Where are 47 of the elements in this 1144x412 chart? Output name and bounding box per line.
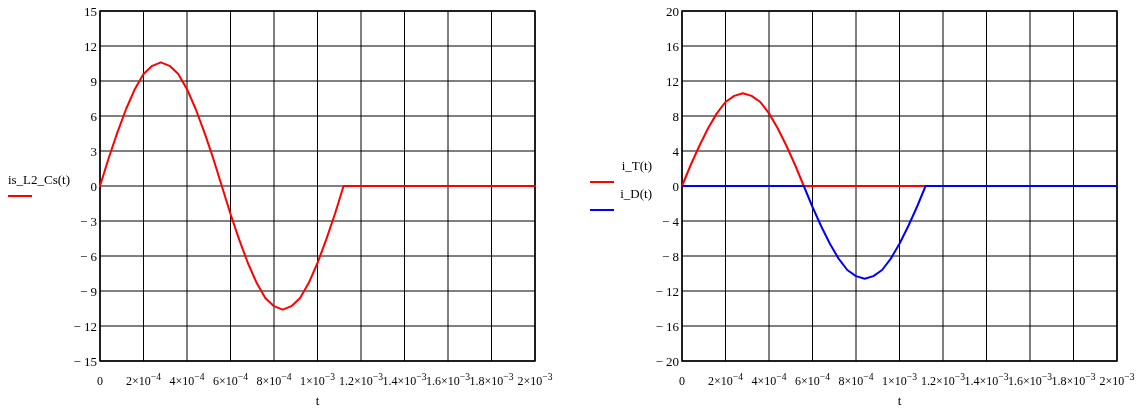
y-tick-label: − 4: [661, 213, 680, 229]
x-tick-label: 2×10$^{−4}$: [126, 370, 162, 388]
x-tick-label: 1.8×10$^{−3}$: [1051, 370, 1096, 388]
x-tick-label: 1.6×10$^{−3}$: [426, 370, 471, 388]
y-tick-label: 4: [672, 143, 680, 159]
x-tick-label: 8×10$^{−4}$: [256, 370, 292, 388]
y-tick-label: − 12: [73, 318, 97, 334]
x-axis-title: t: [897, 393, 902, 408]
y-tick-label: − 12: [655, 283, 679, 299]
y-tick-label: − 6: [79, 248, 98, 264]
y-tick-label: 8: [672, 108, 679, 124]
y-tick-label: − 20: [655, 353, 679, 369]
y-tick-label: 3: [90, 143, 97, 159]
x-tick-label: 1.4×10$^{−3}$: [964, 370, 1009, 388]
text: i_T(t): [621, 158, 652, 173]
x-tick-label: 1.6×10$^{−3}$: [1008, 370, 1053, 388]
y-tick-label: 12: [666, 73, 679, 89]
x-axis-title: t: [315, 393, 320, 408]
y-tick-label: 6: [90, 108, 98, 124]
x-tick-label: 1.8×10$^{−3}$: [469, 370, 514, 388]
x-tick-label: 1×10$^{−3}$: [882, 370, 918, 388]
y-tick-label: 0: [672, 178, 679, 194]
x-tick-label: 4×10$^{−4}$: [751, 370, 787, 388]
y-tick-label: 12: [84, 38, 97, 54]
y-tick-label: 9: [90, 73, 97, 89]
y-tick-label: − 8: [661, 248, 679, 264]
text: is_L2_Cs(t): [7, 172, 70, 187]
x-tick-label: 6×10$^{−4}$: [795, 370, 831, 388]
y-tick-label: 0: [90, 178, 97, 194]
x-tick-label: 2×10$^{−3}$: [1099, 370, 1135, 388]
y-tick-label: − 9: [79, 283, 97, 299]
y-tick-label: − 3: [79, 213, 97, 229]
line-series: [681, 185, 1118, 280]
x-tick-label: 1.4×10$^{−3}$: [382, 370, 427, 388]
x-tick-label: 8×10$^{−4}$: [838, 370, 874, 388]
x-tick-label: 1.2×10$^{−3}$: [339, 370, 384, 388]
x-tick-label: 1×10$^{−3}$: [300, 370, 336, 388]
y-tick-label: − 16: [655, 318, 680, 334]
x-tick-label: 4×10$^{−4}$: [169, 370, 205, 388]
x-tick-label: 1.2×10$^{−3}$: [921, 370, 966, 388]
line-series: [99, 61, 536, 311]
y-tick-label: − 15: [73, 353, 97, 369]
x-tick-label: 2×10$^{−4}$: [708, 370, 744, 388]
x-tick-label: 6×10$^{−4}$: [213, 370, 249, 388]
y-tick-label: 16: [666, 38, 680, 54]
text: i_D(t): [620, 186, 652, 201]
x-tick-label: 2×10$^{−3}$: [517, 370, 553, 388]
